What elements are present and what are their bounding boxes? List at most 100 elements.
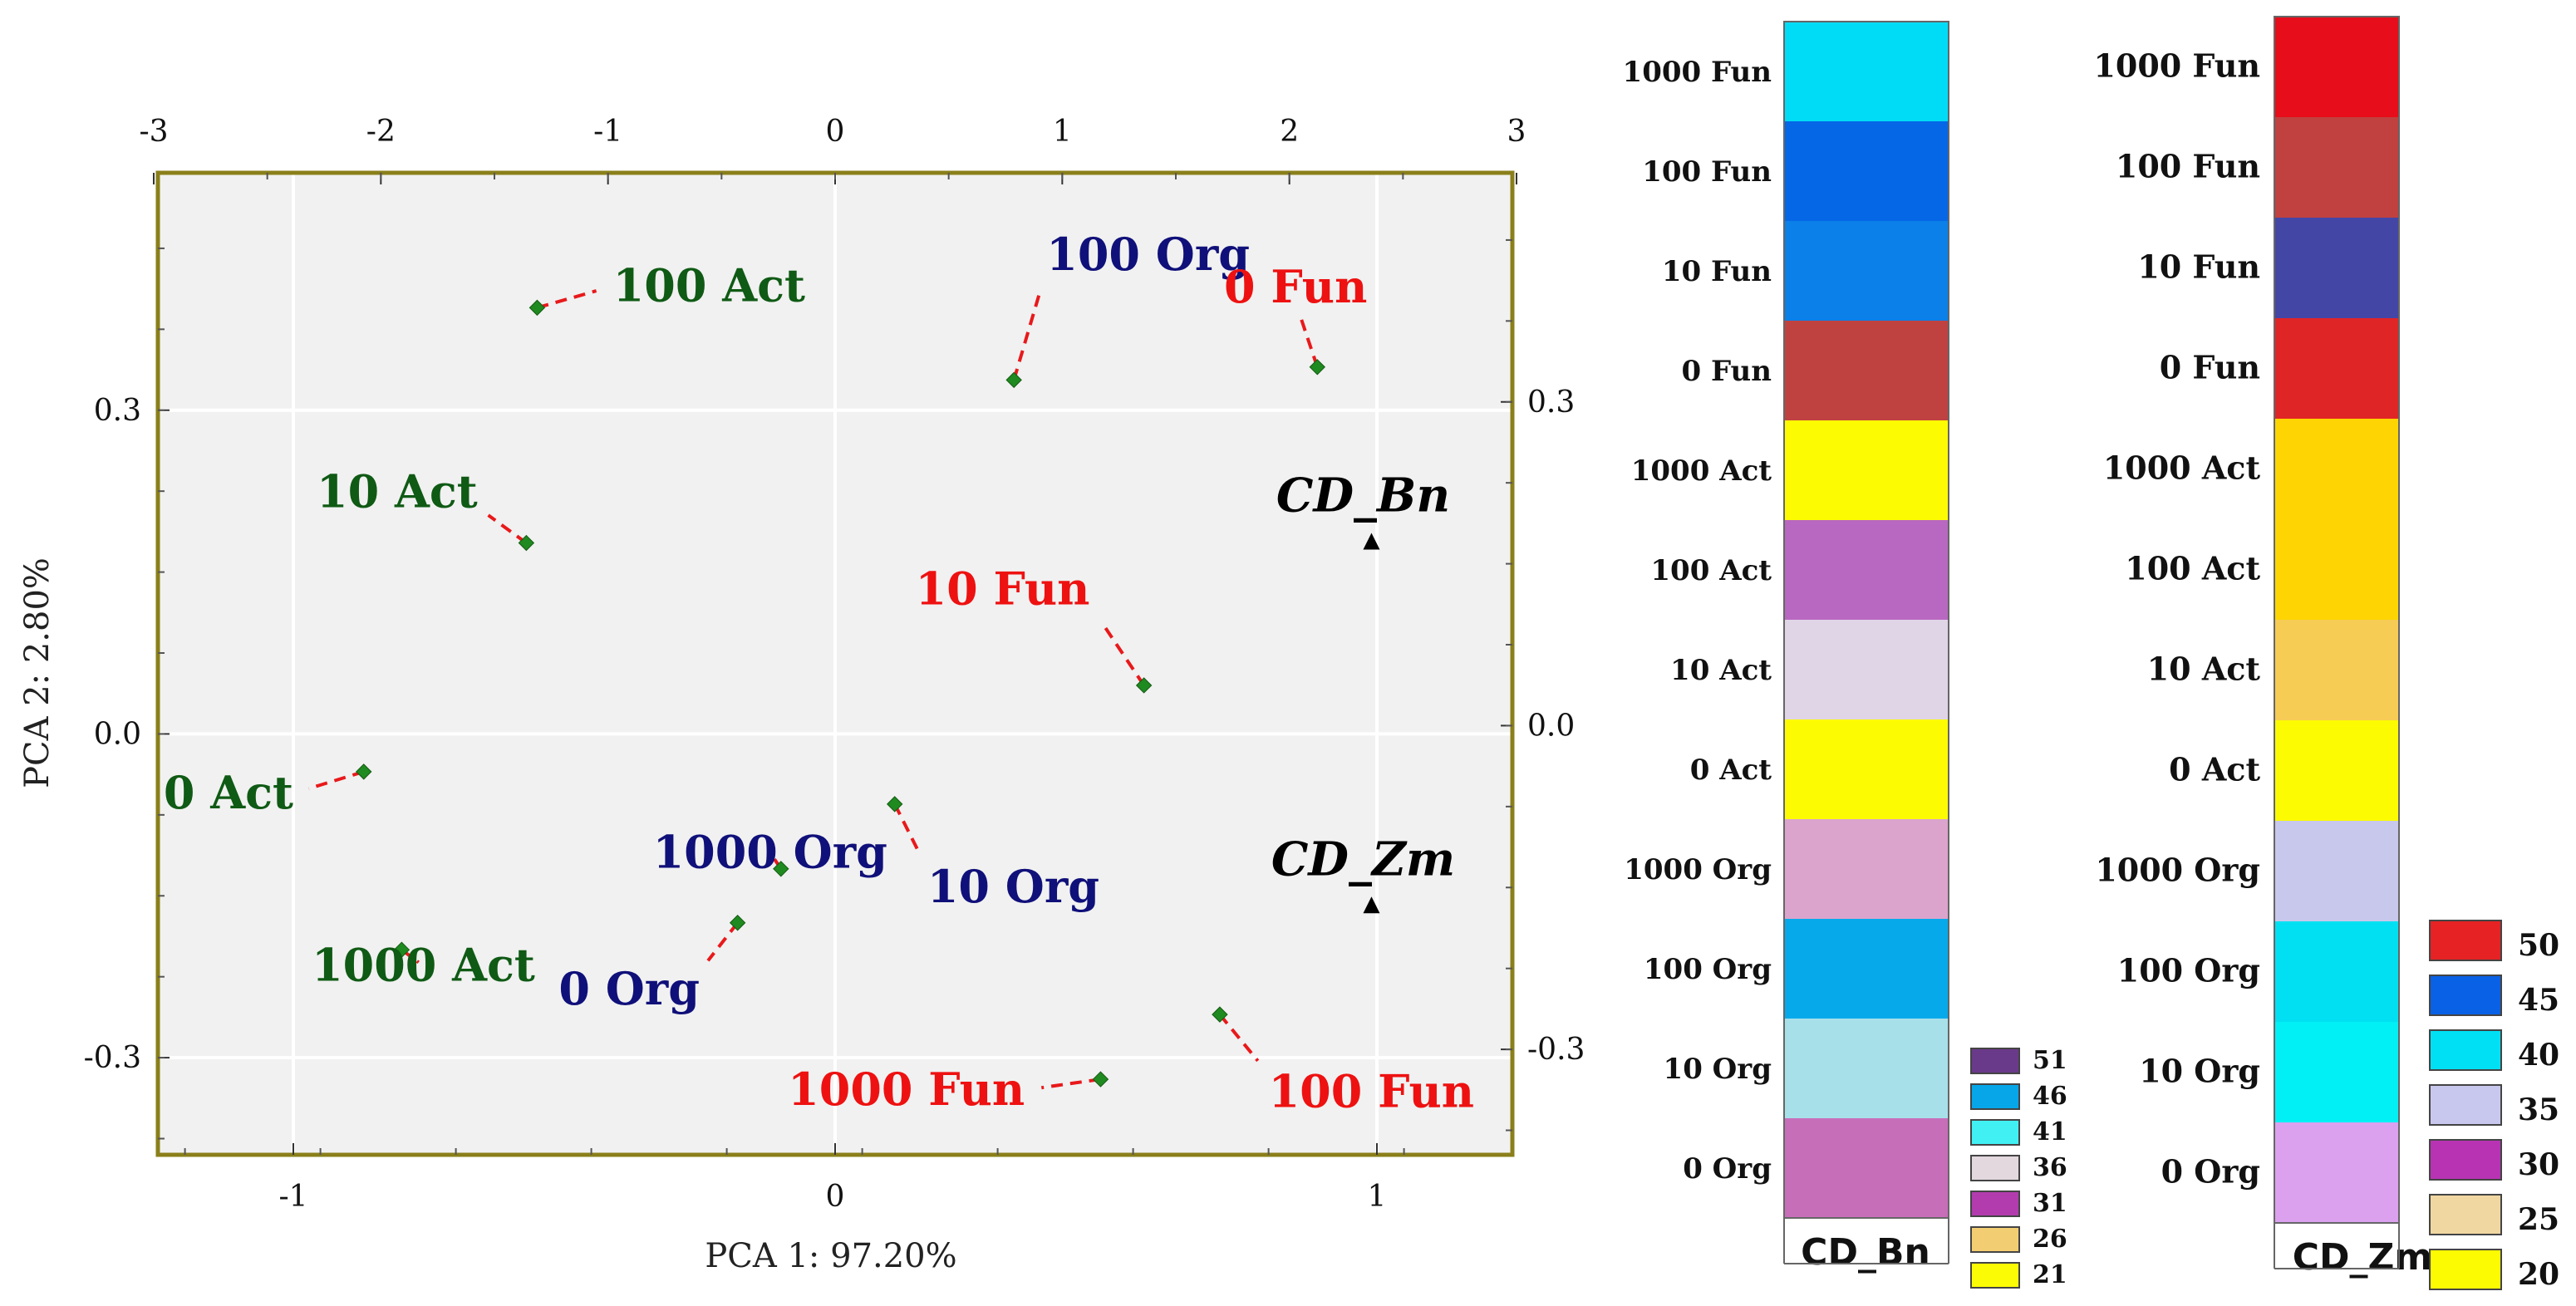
point-marker	[1135, 677, 1153, 694]
top-tick-label: 1	[1053, 115, 1072, 149]
legend-label: 35	[2518, 1092, 2559, 1127]
heatmap-cell-cd-bn	[1784, 420, 1949, 520]
heatmap-cell-cd-zm	[2274, 720, 2399, 821]
point-label: 1000 Act	[312, 939, 535, 992]
heatmap-cell-cd-bn	[1784, 919, 1949, 1019]
legend-swatch	[1970, 1191, 2020, 1217]
legend-label: 40	[2518, 1038, 2559, 1073]
legend-label: 50	[2518, 928, 2559, 963]
legend-label: 30	[2518, 1147, 2559, 1182]
point-marker	[528, 299, 546, 317]
point-connector	[1299, 316, 1320, 368]
heatmap-row-label: 1000 Fun	[2093, 47, 2260, 85]
legend-label: 46	[2033, 1082, 2067, 1111]
heatmap-cell-cd-zm	[2274, 1022, 2399, 1122]
point-connector	[706, 921, 740, 962]
vector-marker	[1363, 896, 1380, 914]
heatmap-cell-cd-zm	[2274, 519, 2399, 620]
heatmap-row-label: 0 Org	[2161, 1153, 2260, 1191]
legend-label: 31	[2033, 1189, 2067, 1218]
point-connector	[308, 769, 365, 791]
y-tick-label: -0.3	[84, 1041, 141, 1075]
legend-swatch	[1970, 1083, 2020, 1110]
legend-label: 45	[2518, 983, 2559, 1018]
legend-swatch	[2429, 920, 2502, 961]
top-tick-label: 2	[1280, 115, 1299, 149]
top-tick-label: 0	[826, 115, 845, 149]
heatmap-cell-cd-zm	[2274, 17, 2399, 117]
legend-swatch	[2429, 975, 2502, 1016]
x-tick-label: 0	[826, 1180, 845, 1214]
point-marker	[393, 941, 410, 958]
heatmap-row-label: 10 Fun	[2137, 248, 2260, 286]
heatmap-row-label: 10 Act	[1670, 654, 1772, 687]
heatmap-row-label: 1000 Org	[2095, 852, 2260, 889]
point-connector	[536, 289, 597, 310]
legend-swatch	[2429, 1139, 2502, 1181]
heatmap-cell-cd-zm	[2274, 318, 2399, 419]
heatmap-row-label: 0 Org	[1683, 1152, 1772, 1186]
point-label: 0 Org	[558, 962, 700, 1015]
heatmap-cell-cd-bn	[1784, 620, 1949, 719]
heatmap-row-label: 100 Fun	[2116, 148, 2260, 185]
point-connector	[1100, 621, 1146, 687]
vector-label: CD_Bn	[1276, 469, 1450, 523]
point-label: 1000 Org	[653, 825, 887, 878]
heatmap-title-cd-bn: CD_Bn	[1801, 1231, 1930, 1274]
heatmap-row-label: 0 Fun	[1682, 355, 1772, 388]
heatmap-row-label: 0 Act	[1690, 754, 1772, 787]
point-label: 10 Org	[927, 860, 1099, 913]
heatmap-cell-cd-zm	[2274, 921, 2399, 1022]
heatmap-border-cd-zm	[2274, 16, 2400, 1224]
legend-swatch	[1970, 1226, 2020, 1253]
heatmap-row-label: 0 Act	[2169, 751, 2260, 788]
heatmap-cell-cd-zm	[2274, 821, 2399, 921]
heatmap-cell-cd-bn	[1784, 819, 1949, 919]
legend-swatch	[1970, 1119, 2020, 1146]
point-connector	[487, 513, 528, 545]
point-marker	[1005, 371, 1022, 389]
vector-label: CD_Zm	[1271, 832, 1455, 886]
point-marker	[356, 763, 372, 780]
legend-swatch	[2429, 1194, 2502, 1235]
point-marker	[773, 861, 789, 877]
legend-swatch	[1970, 1155, 2020, 1181]
heatmap-cell-cd-zm	[2274, 620, 2399, 720]
top-tick-label: -3	[139, 115, 168, 149]
heatmap-row-label: 100 Org	[1644, 953, 1772, 986]
heatmap-row-label: 100 Act	[1650, 554, 1772, 587]
heatmap-cell-cd-bn	[1784, 1019, 1949, 1118]
heatmap-row-label: 100 Fun	[1642, 155, 1772, 189]
point-marker	[1092, 1071, 1109, 1088]
heatmap-title-cd-zm: CD_Zm	[2293, 1236, 2433, 1279]
heatmap-row-label: 100 Act	[2125, 550, 2260, 587]
legend-swatch	[1970, 1262, 2020, 1289]
point-label: 10 Act	[317, 465, 478, 518]
heatmap-cell-cd-bn	[1784, 719, 1949, 819]
heatmap-cell-cd-bn	[1784, 520, 1949, 620]
point-label: 0 Fun	[1224, 260, 1367, 313]
legend-label: 51	[2033, 1046, 2067, 1075]
legend-swatch	[2429, 1249, 2502, 1290]
legend-swatch	[2429, 1084, 2502, 1126]
point-marker	[887, 796, 903, 813]
heatmap-cell-cd-bn	[1784, 22, 1949, 121]
right-tick-label: 0.3	[1527, 385, 1575, 420]
point-connector	[1218, 1013, 1260, 1063]
point-marker	[729, 915, 746, 931]
legend-swatch	[1970, 1048, 2020, 1074]
heatmap-cell-cd-zm	[2274, 218, 2399, 318]
legend-label: 20	[2518, 1257, 2559, 1292]
right-tick-label: 0.0	[1527, 709, 1575, 743]
heatmap-cell-cd-zm	[2274, 117, 2399, 218]
heatmap-row-label: 0 Fun	[2160, 349, 2260, 386]
point-connector	[1012, 293, 1041, 381]
heatmap-cell-cd-zm	[2274, 1122, 2399, 1223]
right-tick-label: -0.3	[1527, 1033, 1585, 1067]
heatmap-row-label: 1000 Fun	[1623, 56, 1772, 89]
top-tick-label: -1	[593, 115, 622, 149]
legend-label: 36	[2033, 1153, 2067, 1182]
x-axis-title: PCA 1: 97.20%	[705, 1237, 956, 1275]
legend-label: 26	[2033, 1225, 2067, 1254]
